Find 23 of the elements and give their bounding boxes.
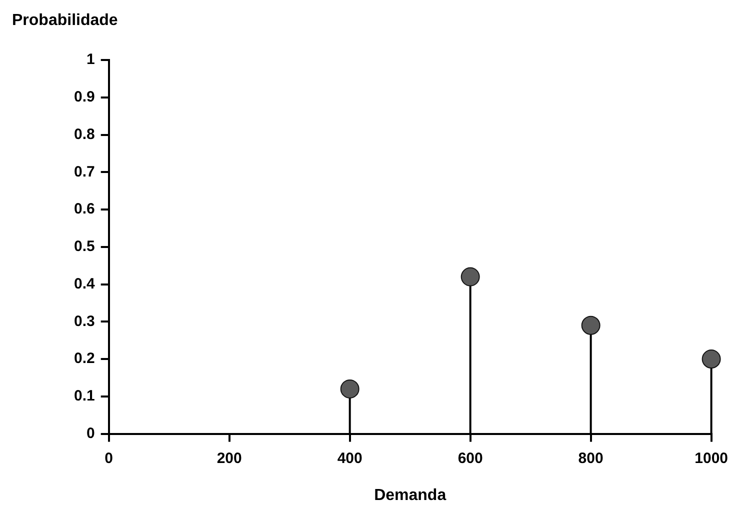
y-tick-label: 0.8	[74, 126, 95, 143]
y-tick-label: 0.6	[74, 200, 95, 218]
x-axis-title: Demanda	[374, 486, 446, 504]
x-tick-label: 400	[337, 450, 362, 467]
y-tick-label: 0.7	[74, 163, 95, 180]
x-tick-label: 0	[104, 450, 114, 467]
y-tick-label: 1	[86, 51, 95, 68]
point	[702, 350, 721, 369]
y-tick-label: 0.9	[74, 88, 95, 106]
point	[340, 379, 360, 398]
y-tick-label: 0.4	[74, 275, 96, 292]
x-tick-label: 200	[216, 450, 242, 467]
x-tick-label: 1000	[694, 450, 728, 467]
y-tick-label: 0.5	[74, 238, 95, 256]
point	[581, 316, 600, 335]
y-axis-title: Probabilidade	[12, 12, 118, 30]
point	[460, 267, 480, 286]
x-tick-label: 600	[458, 450, 483, 467]
y-tick-label: 0	[86, 424, 95, 442]
y-tick-label: 0.2	[74, 350, 95, 368]
y-tick-label: 0.1	[74, 388, 95, 405]
y-tick-label: 0.3	[74, 312, 95, 330]
x-tick-label: 800	[578, 450, 604, 467]
